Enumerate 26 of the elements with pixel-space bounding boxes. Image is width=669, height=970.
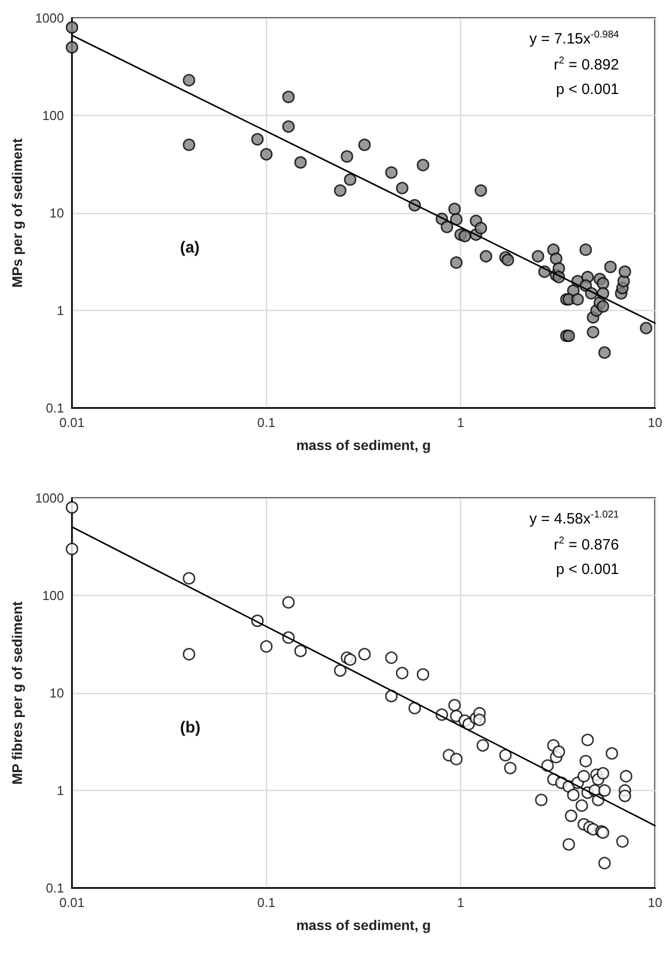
x-tick-label: 10 [648,415,662,430]
x-axis-title: mass of sediment, g [296,917,431,933]
y-tick-label: 0.1 [46,880,64,896]
y-tick-label: 10 [50,206,64,220]
y-tick-label: 1000 [35,10,64,26]
x-tick-label: 10 [648,895,662,910]
y-tick-label: 1 [56,303,64,318]
x-tick-label: 0.01 [59,415,85,430]
y-tick-label: 0.1 [46,400,64,416]
x-tick-label: 1 [457,415,464,430]
annotation: (a) [180,240,200,256]
y-tick-label: 1000 [35,490,64,506]
x-tick-label: 0.1 [257,415,276,430]
x-tick-label: 0.1 [257,895,276,910]
x-axis-title: mass of sediment, g [296,437,431,453]
y-tick-label: 100 [42,588,64,603]
annotation: p < 0.001 [556,81,620,98]
y-tick-label: 100 [42,108,64,123]
x-tick-label: 0.01 [59,895,85,910]
annotation: p < 0.001 [556,561,620,578]
annotation: (b) [180,720,200,736]
y-tick-label: 1 [56,783,64,798]
y-tick-label: 10 [50,686,64,700]
y-axis-title: MPs per g of sediment [9,138,25,288]
y-axis-title: MP fibres per g of sediment [9,601,25,785]
x-tick-label: 1 [457,895,464,910]
